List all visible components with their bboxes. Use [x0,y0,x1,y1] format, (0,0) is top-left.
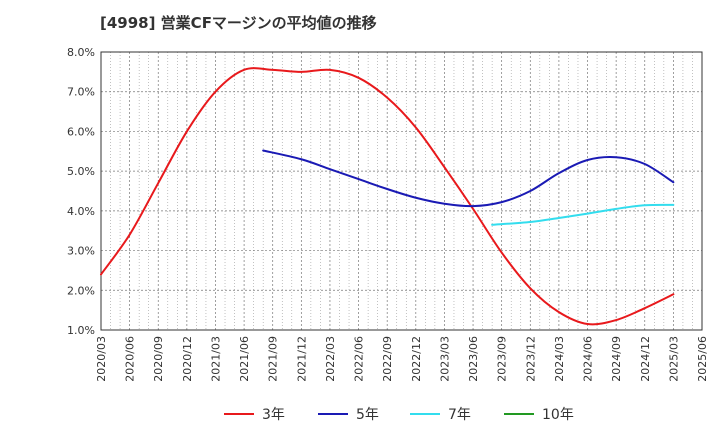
x-tick-label: 2023/06 [467,336,480,382]
y-tick-label: 1.0% [67,324,95,337]
x-tick-label: 2022/12 [410,336,423,382]
x-tick-label: 2021/06 [238,336,251,382]
x-tick-label: 2023/09 [496,336,509,382]
x-tick-label: 2024/06 [582,336,595,382]
legend-label-0: 3年 [262,407,285,423]
x-tick-label: 2021/12 [295,336,308,382]
x-tick-label: 2024/09 [610,336,623,382]
x-tick-label: 2022/06 [353,336,366,382]
x-tick-label: 2025/03 [667,336,680,382]
y-tick-label: 6.0% [67,125,95,138]
x-tick-label: 2020/03 [95,336,108,382]
legend: 3年 5年 7年 10年 [224,407,574,423]
series-line-1 [262,149,675,208]
x-tick-label: 2020/12 [181,336,194,382]
y-tick-label: 5.0% [67,165,95,178]
series-layer [100,67,675,326]
x-tick-label: 2020/09 [152,336,165,382]
chart-title: [4998] 営業CFマージンの平均値の推移 [100,14,377,32]
x-tick-label: 2022/09 [381,336,394,382]
x-tick-label: 2024/03 [553,336,566,382]
x-tick-label: 2021/03 [209,336,222,382]
x-tick-label: 2021/09 [267,336,280,382]
grid [101,51,702,331]
x-tick-label: 2020/06 [124,336,137,382]
legend-label-2: 7年 [448,407,471,423]
y-tick-label: 4.0% [67,205,95,218]
legend-label-3: 10年 [542,407,574,423]
x-tick-label: 2025/06 [696,336,709,382]
legend-label-1: 5年 [356,407,379,423]
x-tick-label: 2023/12 [524,336,537,382]
y-tick-label: 3.0% [67,245,95,258]
x-tick-label: 2022/03 [324,336,337,382]
x-axis: 2020/03 2020/06 2020/09 2020/12 2021/03 2021/… [95,336,709,382]
y-axis: 1.0% 2.0% 3.0% 4.0% 5.0% 6.0% 7.0% 8.0% [67,46,95,337]
y-tick-label: 2.0% [67,284,95,297]
x-tick-label: 2024/12 [639,336,652,382]
series-line-2 [491,203,675,226]
y-tick-label: 8.0% [67,46,95,59]
y-tick-label: 7.0% [67,86,95,99]
plot-frame [100,51,703,331]
series-line-0 [100,67,675,326]
x-tick-label: 2023/03 [438,336,451,382]
